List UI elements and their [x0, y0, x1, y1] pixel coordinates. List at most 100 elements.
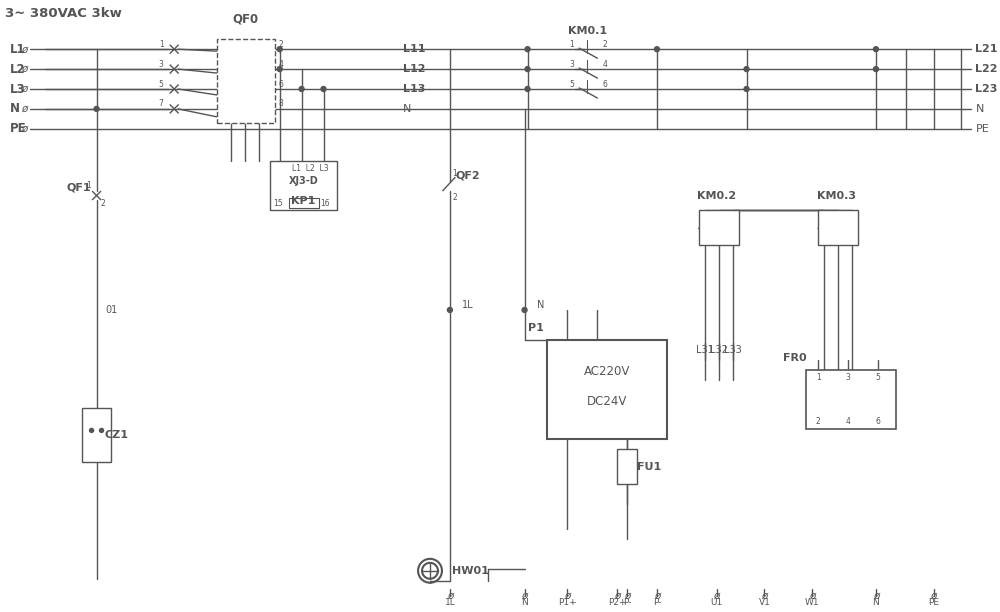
- Circle shape: [299, 86, 304, 91]
- Text: 15: 15: [273, 199, 283, 208]
- Text: W1: W1: [805, 598, 820, 607]
- Text: 1: 1: [453, 169, 457, 178]
- Circle shape: [525, 86, 530, 91]
- Text: 4: 4: [846, 417, 851, 426]
- Text: N: N: [403, 104, 412, 114]
- Text: L13: L13: [403, 84, 426, 94]
- Bar: [270, 161, 337, 211]
- Text: XJ3-D: XJ3-D: [289, 176, 318, 185]
- Circle shape: [654, 47, 659, 51]
- Text: 4: 4: [836, 236, 841, 245]
- Circle shape: [744, 86, 749, 91]
- Text: ø: ø: [447, 591, 453, 600]
- Circle shape: [90, 428, 94, 433]
- Text: U1: U1: [711, 598, 723, 607]
- Text: P2+: P2+: [608, 598, 626, 607]
- Circle shape: [873, 67, 878, 72]
- Text: 2: 2: [816, 417, 821, 426]
- Text: 8: 8: [278, 99, 283, 108]
- Text: V1: V1: [759, 598, 770, 607]
- Text: L3: L3: [10, 83, 26, 95]
- Text: PE: PE: [928, 598, 939, 607]
- Text: KM0.1: KM0.1: [568, 26, 607, 36]
- Text: 5: 5: [569, 80, 574, 89]
- Text: 18: 18: [299, 199, 308, 208]
- Text: 2: 2: [603, 40, 608, 49]
- Text: FU1: FU1: [637, 462, 661, 472]
- Text: L33: L33: [724, 345, 741, 355]
- Text: N: N: [537, 300, 544, 310]
- Text: N: N: [10, 102, 20, 116]
- Text: L1: L1: [10, 43, 26, 56]
- Bar: [547, 340, 667, 439]
- Text: P1: P1: [528, 323, 543, 333]
- Text: 6: 6: [850, 236, 854, 245]
- Text: ø: ø: [21, 64, 27, 74]
- Text: 2: 2: [100, 199, 105, 208]
- Text: AC220V: AC220V: [584, 365, 630, 378]
- Circle shape: [873, 47, 878, 51]
- Text: ø: ø: [21, 124, 27, 134]
- Text: 1: 1: [86, 181, 91, 190]
- Text: 5: 5: [730, 211, 735, 220]
- Text: FR0: FR0: [783, 353, 806, 363]
- Text: 3: 3: [846, 373, 851, 382]
- Text: N: N: [975, 104, 984, 114]
- Text: 2: 2: [702, 236, 707, 245]
- Text: ø: ø: [714, 591, 720, 600]
- Text: KM0.3: KM0.3: [817, 190, 856, 201]
- Bar: [699, 211, 739, 245]
- Text: ø: ø: [654, 591, 660, 600]
- Text: L23: L23: [975, 84, 998, 94]
- Text: L21: L21: [975, 44, 998, 54]
- Text: KM0.2: KM0.2: [697, 190, 736, 201]
- Text: KP1: KP1: [291, 195, 316, 206]
- Circle shape: [321, 86, 326, 91]
- Text: ø: ø: [930, 591, 937, 600]
- Text: 4: 4: [603, 59, 608, 69]
- Text: ø: ø: [21, 104, 27, 114]
- Text: 1: 1: [702, 211, 707, 220]
- Text: ø: ø: [21, 44, 27, 54]
- Bar: [806, 370, 896, 430]
- Text: 3: 3: [716, 211, 721, 220]
- Text: 2: 2: [453, 193, 457, 202]
- Text: 3~ 380VAC 3kw: 3~ 380VAC 3kw: [5, 7, 122, 20]
- Text: L2: L2: [10, 62, 26, 76]
- Circle shape: [525, 67, 530, 72]
- Bar: [818, 211, 858, 245]
- Text: 3: 3: [836, 211, 841, 220]
- Text: N: N: [521, 598, 528, 607]
- Text: 6: 6: [278, 80, 283, 89]
- Text: L1  L2  L3: L1 L2 L3: [292, 164, 328, 173]
- Bar: [82, 408, 111, 462]
- Text: P-: P-: [623, 598, 631, 607]
- Text: ø: ø: [564, 591, 571, 600]
- Circle shape: [525, 47, 530, 51]
- Text: HW01: HW01: [452, 565, 489, 576]
- Text: 1: 1: [822, 211, 827, 220]
- Text: 1: 1: [569, 40, 574, 49]
- Text: 1: 1: [159, 40, 164, 49]
- Text: PE: PE: [10, 122, 27, 135]
- Text: 7: 7: [159, 99, 164, 108]
- Bar: [217, 39, 275, 123]
- Text: 1: 1: [816, 373, 821, 382]
- Text: 2: 2: [822, 236, 827, 245]
- Text: ø: ø: [809, 591, 815, 600]
- Text: 4: 4: [716, 236, 721, 245]
- Text: PE: PE: [975, 124, 989, 134]
- Text: L11: L11: [403, 44, 426, 54]
- Text: 3: 3: [159, 59, 164, 69]
- Text: 3: 3: [569, 59, 574, 69]
- Text: 6: 6: [730, 236, 735, 245]
- Text: ø: ø: [873, 591, 879, 600]
- Text: ø: ø: [761, 591, 768, 600]
- Circle shape: [100, 428, 104, 433]
- Text: 5: 5: [850, 211, 854, 220]
- Text: 16: 16: [321, 199, 330, 208]
- Text: 2: 2: [278, 40, 283, 49]
- Text: N: N: [873, 598, 879, 607]
- Text: 4: 4: [278, 59, 283, 69]
- Text: CZ1: CZ1: [104, 430, 128, 440]
